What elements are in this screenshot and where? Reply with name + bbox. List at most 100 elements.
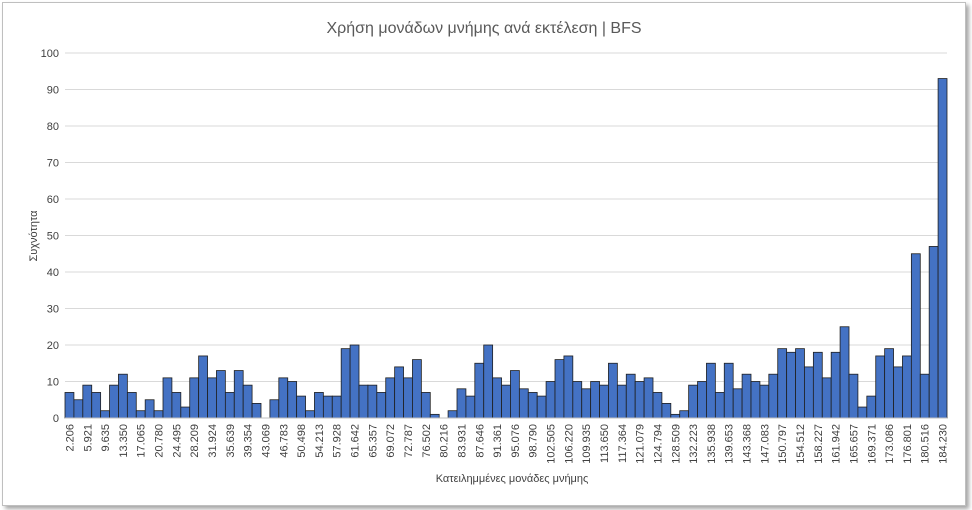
bar [501, 384, 511, 419]
bar [216, 370, 226, 419]
bar [242, 384, 253, 419]
x-tick-label: 43.069 [260, 424, 272, 458]
bar [144, 399, 155, 419]
x-tick-label: 20.780 [154, 424, 166, 458]
bar [296, 395, 306, 419]
x-tick-label: 147.083 [759, 424, 771, 464]
bar [590, 381, 600, 419]
bar [73, 399, 84, 419]
bar [536, 395, 547, 419]
bar [474, 362, 485, 419]
bar [572, 381, 583, 419]
y-tick-label: 60 [47, 194, 59, 206]
x-tick-label: 54.213 [314, 424, 326, 458]
x-tick-label: 91.361 [492, 424, 504, 458]
bar [420, 392, 431, 419]
bar [723, 362, 734, 419]
x-tick-label: 50.498 [296, 424, 308, 458]
x-tick-label: 65.357 [367, 424, 379, 458]
bar [171, 392, 182, 419]
bar [848, 373, 859, 419]
bar [394, 366, 404, 419]
y-tick-label: 0 [53, 413, 59, 425]
y-tick-label: 50 [47, 231, 59, 243]
bar [812, 351, 823, 419]
y-tick-label: 100 [41, 48, 59, 60]
y-axis-title: Συχνότητα [28, 210, 40, 262]
x-tick-label: 169.371 [866, 424, 878, 464]
x-tick-label: 95.076 [510, 424, 522, 458]
x-tick-label: 135.938 [706, 424, 718, 464]
x-tick-label: 24.495 [171, 424, 183, 458]
x-tick-label: 28.209 [189, 424, 201, 458]
bar [866, 395, 877, 419]
x-tick-label: 57.928 [332, 424, 344, 458]
bar [732, 388, 743, 419]
bar [608, 362, 618, 419]
bar [135, 410, 146, 419]
x-tick-label: 158.227 [813, 424, 825, 464]
x-tick-label: 150.797 [777, 424, 789, 464]
x-tick-label: 13.350 [118, 424, 130, 458]
bar [679, 410, 690, 419]
x-tick-label: 106.220 [563, 424, 575, 464]
bar [741, 373, 752, 419]
x-tick-label: 46.783 [278, 424, 290, 458]
bar [447, 410, 458, 419]
bar [91, 392, 102, 419]
bar [581, 388, 592, 419]
bar [162, 377, 173, 419]
bar [340, 348, 351, 419]
bar [465, 395, 476, 419]
bar [688, 384, 698, 419]
x-tick-label: 121.079 [635, 424, 647, 464]
bar [518, 388, 529, 419]
bar [207, 377, 217, 419]
bar [750, 381, 761, 419]
x-tick-label: 184.230 [938, 424, 950, 464]
x-tick-label: 102.505 [546, 424, 558, 464]
x-tick-label: 76.502 [421, 424, 433, 458]
y-tick-label: 90 [47, 85, 59, 97]
x-tick-label: 173.086 [884, 424, 896, 464]
bar [527, 392, 538, 419]
bar [893, 366, 903, 419]
bar [697, 381, 707, 419]
bar [189, 377, 200, 419]
bar [928, 246, 939, 419]
bar [322, 395, 333, 419]
x-tick-label: 98.790 [528, 424, 540, 458]
bar [830, 351, 841, 419]
x-tick-label: 35.639 [225, 424, 237, 458]
bar [714, 392, 725, 419]
bar [429, 413, 440, 419]
x-tick-label: 17.065 [136, 424, 148, 458]
bar [857, 406, 868, 419]
x-tick-label: 165.657 [848, 424, 860, 464]
bar [777, 348, 788, 419]
bar [358, 384, 369, 419]
x-tick-label: 113.650 [599, 424, 611, 463]
bar [510, 370, 520, 419]
bar [64, 392, 75, 419]
bar [492, 377, 502, 419]
x-tick-label: 180.516 [920, 424, 932, 464]
bar [153, 410, 164, 419]
bar [278, 377, 289, 419]
bar [821, 377, 832, 419]
x-tick-label: 176.801 [902, 424, 914, 464]
bar [305, 410, 315, 419]
y-tick-label: 20 [47, 340, 59, 352]
bar [919, 373, 930, 419]
bar [616, 384, 627, 419]
x-tick-label: 61.642 [350, 424, 362, 458]
y-tick-label: 40 [47, 267, 59, 279]
bar [839, 326, 850, 419]
y-axis-ticks: 0 10 20 30 40 50 60 70 80 90 100 [41, 48, 59, 425]
bar [643, 377, 654, 419]
bar [403, 377, 413, 419]
x-tick-label: 2.206 [64, 424, 76, 452]
bar [251, 402, 262, 419]
bar [599, 384, 609, 419]
y-tick-label: 10 [47, 377, 59, 389]
